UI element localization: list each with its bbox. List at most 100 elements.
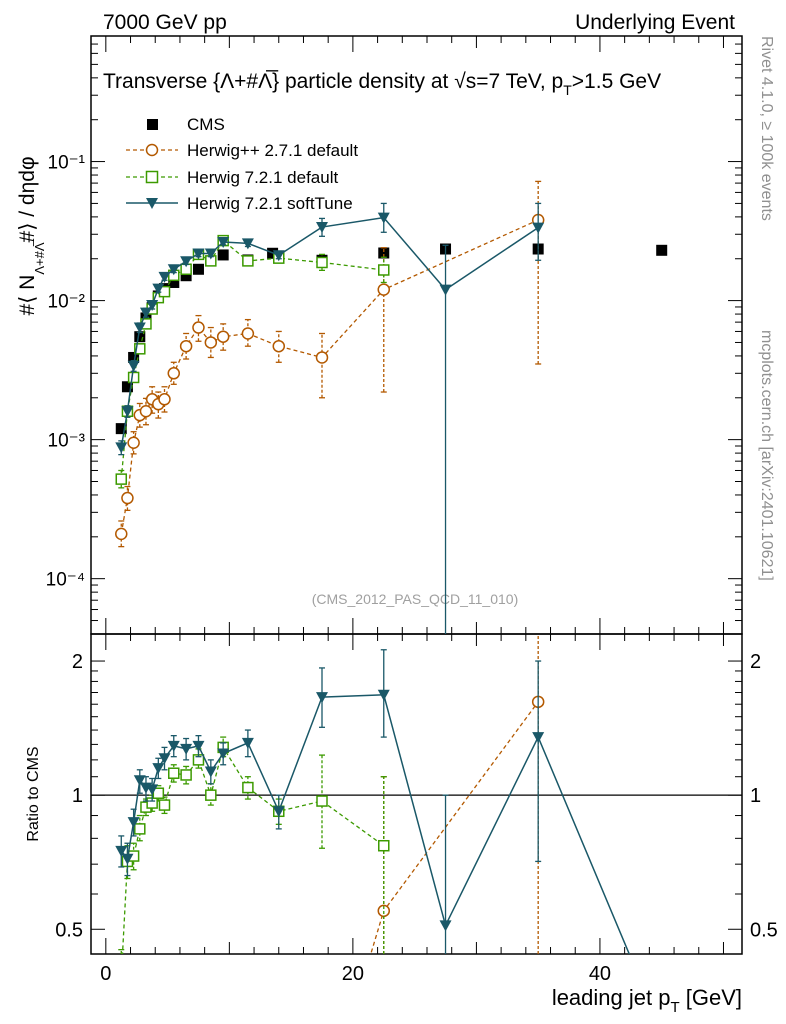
legend-item-herwig721: Herwig 7.2.1 default	[126, 168, 338, 187]
main-point-herwigpp	[241, 327, 255, 340]
main-point-herwigpp	[167, 367, 181, 380]
main-y-tick-label: 10⁻²	[48, 292, 86, 313]
ratio-point-softtune	[377, 689, 390, 701]
main-point-softtune	[439, 284, 452, 296]
main-point-herwig721	[134, 343, 146, 355]
legend-item-cms: CMS	[147, 115, 225, 134]
ratio-point-softtune	[180, 743, 193, 755]
main-point-softtune	[241, 238, 254, 250]
analysis-annotation: (CMS_2012_PAS_QCD_11_010)	[312, 591, 519, 607]
ratio-series-herwigpp	[370, 634, 545, 954]
header-left: 7000 GeV pp	[103, 11, 227, 34]
main-point-softtune	[139, 307, 152, 319]
main-point-softtune	[146, 299, 159, 311]
legend-label-herwigpp: Herwig++ 2.7.1 default	[187, 141, 358, 160]
main-point-herwigpp	[377, 283, 391, 296]
main-point-herwigpp	[179, 339, 193, 353]
legend-label-herwig721: Herwig 7.2.1 default	[187, 168, 338, 187]
main-point-cms	[180, 270, 192, 282]
main-point-herwigpp	[115, 527, 128, 541]
main-point-herwigpp	[204, 336, 218, 349]
ratio-y-axis-label: Ratio to CMS	[25, 746, 42, 841]
ratio-point-softtune	[158, 753, 171, 765]
rivet-label: Rivet 4.1.0, ≥ 100k events	[758, 36, 775, 221]
main-point-herwigpp	[127, 436, 140, 449]
ratio-point-herwig721	[205, 789, 217, 801]
ratio-point-herwig721	[378, 839, 390, 852]
main-point-herwig721	[115, 473, 128, 485]
main-point-softtune	[192, 248, 205, 260]
main-y-tick-label: 10⁻⁴	[46, 570, 85, 591]
main-point-herwigpp	[192, 321, 205, 334]
main-point-softtune	[217, 236, 230, 248]
main-point-softtune	[272, 250, 285, 262]
ratio-y-tick-label-right: 1	[750, 785, 761, 807]
legend-marker-softtune	[146, 198, 158, 209]
ratio-point-herwig721	[242, 781, 254, 794]
x-tick-label: 0	[100, 963, 111, 985]
main-line-herwig721	[120, 239, 384, 480]
ratio-y-tick-label-right: 2	[750, 651, 761, 673]
ratio-series-softtune	[115, 649, 631, 954]
main-y-tick-label: 10⁻¹	[48, 153, 86, 174]
ratio-point-softtune	[272, 806, 285, 818]
main-point-herwig721	[242, 255, 254, 267]
legend-label-cms: CMS	[187, 115, 225, 134]
main-point-softtune	[152, 283, 165, 295]
legend-item-softtune: Herwig 7.2.1 softTune	[126, 194, 353, 213]
mcplots-label: mcplots.cern.ch [arXiv:2401.10621]	[758, 330, 775, 581]
x-tick-label: 20	[342, 963, 364, 985]
main-point-herwigpp	[121, 491, 134, 505]
ratio-line-herwigpp	[370, 701, 539, 954]
ratio-point-softtune	[121, 853, 134, 865]
ratio-point-softtune	[439, 920, 452, 932]
main-series	[115, 180, 668, 634]
main-point-softtune	[158, 271, 171, 283]
ratio-point-softtune	[192, 740, 205, 752]
ratio-point-herwig721	[168, 767, 180, 779]
ratio-point-herwig721	[134, 823, 146, 835]
main-point-softtune	[180, 256, 193, 268]
ratio-point-softtune	[217, 748, 230, 760]
ratio-point-softtune	[127, 817, 140, 829]
legend-marker-herwigpp	[145, 143, 159, 157]
ratio-point-softtune	[167, 740, 180, 752]
axis-ticks: 10⁻¹10⁻²10⁻³10⁻⁴0.5 0.51 12 20 20 40	[46, 36, 778, 985]
x-tick-label: 40	[589, 963, 611, 985]
main-y-axis-label: #⟨ NΛ+#Λ̅#⟩ / dηdφ	[16, 156, 47, 315]
header-right: Underlying Event	[575, 11, 735, 34]
ratio-y-tick-label: 1	[72, 785, 83, 807]
ratio-point-softtune	[241, 737, 254, 749]
ratio-point-softtune	[133, 775, 146, 787]
main-point-cms	[378, 247, 390, 259]
legend-marker-cms	[147, 119, 158, 130]
main-point-softtune	[127, 360, 140, 372]
main-point-cms	[115, 423, 127, 435]
ratio-y-tick-label: 2	[72, 651, 83, 673]
ratio-y-tick-label: 0.5	[55, 919, 83, 941]
main-point-softtune	[121, 406, 134, 418]
main-series-herwig721	[115, 234, 390, 489]
main-series-herwigpp	[115, 180, 545, 548]
ratio-point-softtune	[204, 766, 217, 778]
ratio-point-softtune	[115, 845, 128, 857]
ratio-plot-frame	[90, 633, 743, 955]
main-line-softtune	[120, 216, 539, 448]
main-point-cms	[217, 249, 229, 261]
ratio-point-softtune	[532, 732, 545, 744]
main-series-softtune	[115, 202, 545, 634]
main-point-softtune	[204, 248, 217, 260]
main-point-softtune	[377, 212, 390, 224]
main-point-herwig721	[316, 256, 328, 269]
main-y-tick-label: 10⁻³	[48, 431, 86, 452]
legend-item-herwigpp: Herwig++ 2.7.1 default	[126, 141, 358, 160]
main-point-softtune	[133, 322, 146, 334]
x-axis-label: leading jet pT [GeV]	[552, 985, 742, 1016]
legend-label-softtune: Herwig 7.2.1 softTune	[187, 194, 353, 213]
plot-title: Transverse {Λ+#Λ̅} particle density at √…	[103, 70, 661, 98]
ratio-point-herwig721	[158, 799, 171, 811]
main-point-cms	[656, 244, 668, 256]
main-point-cms	[168, 276, 180, 288]
legend-marker-herwig721	[145, 170, 159, 184]
